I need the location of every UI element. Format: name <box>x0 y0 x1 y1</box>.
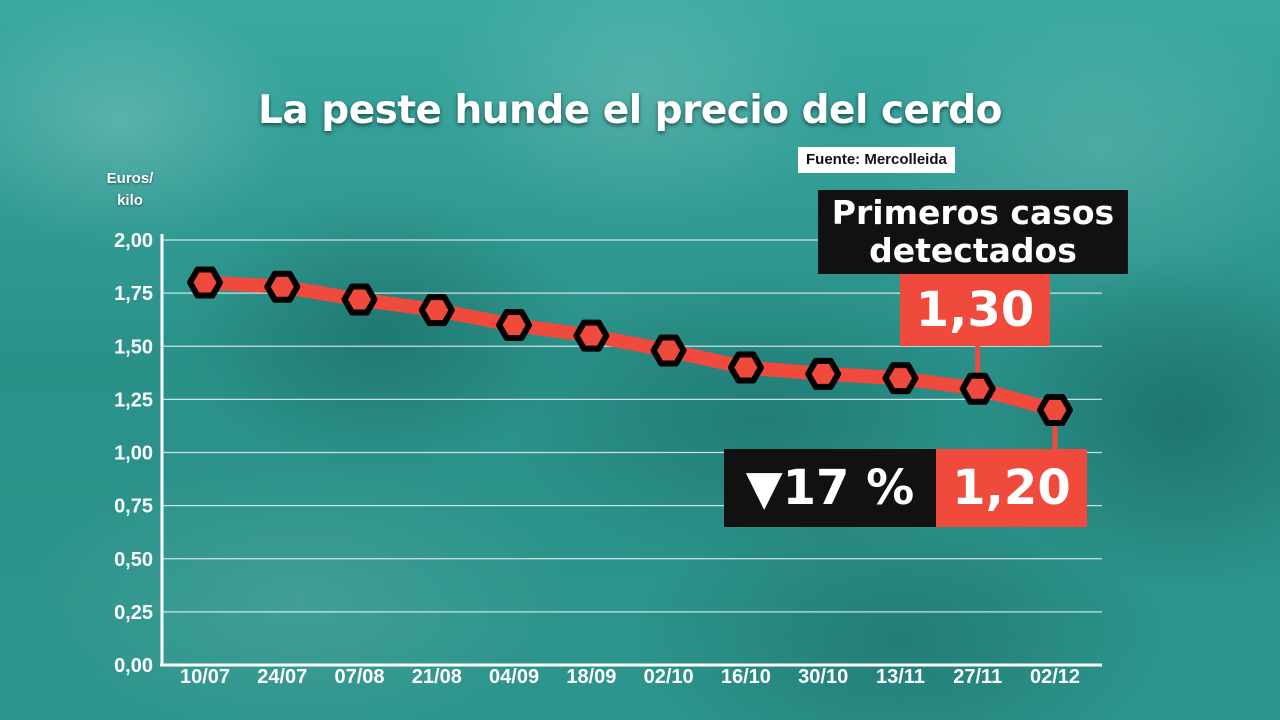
x-tick-label: 18/09 <box>566 666 616 688</box>
x-tick-labels: 10/07 24/07 07/08 21/08 04/09 18/09 02/10 16/10… <box>180 666 1080 688</box>
data-point-marker <box>1037 394 1073 426</box>
data-point-marker <box>573 319 610 352</box>
first-cases-line1: Primeros casos <box>831 193 1115 232</box>
data-point-marker <box>650 334 687 367</box>
x-tick-label: 30/10 <box>798 666 848 688</box>
data-point-marker <box>959 372 996 405</box>
x-tick-label: 24/07 <box>257 666 307 688</box>
y-tick-label: 1,50 <box>114 336 153 358</box>
x-tick-label: 07/08 <box>335 666 385 688</box>
y-tick-label: 0,50 <box>114 549 153 571</box>
data-point-marker <box>805 357 842 390</box>
x-tick-label: 02/12 <box>1030 666 1080 688</box>
x-tick-label: 21/08 <box>412 666 462 688</box>
data-markers <box>187 266 1073 426</box>
y-axis-unit: Euros/ kilo <box>92 168 168 212</box>
y-tick-labels: 0,00 0,25 0,50 0,75 1,00 1,25 1,50 1,75 2,00 <box>114 230 153 677</box>
x-tick-label: 16/10 <box>721 666 771 688</box>
y-tick-label: 1,00 <box>114 443 153 465</box>
chart-title: La peste hunde el precio del cerdo <box>258 88 1002 133</box>
y-tick-label: 1,25 <box>114 389 153 411</box>
y-tick-label: 1,75 <box>114 283 153 305</box>
data-point-marker <box>341 283 378 316</box>
y-tick-label: 0,25 <box>114 602 153 624</box>
x-tick-label: 10/07 <box>180 666 230 688</box>
data-point-marker <box>187 266 223 299</box>
y-tick-label: 2,00 <box>114 230 153 252</box>
first-cases-callout: Primeros casos detectados <box>818 190 1128 274</box>
data-point-marker <box>418 294 455 327</box>
data-point-marker <box>496 309 533 341</box>
last-value-label: 1,20 <box>936 449 1087 527</box>
data-point-marker <box>727 351 764 384</box>
source-label: Fuente: Mercolleida <box>798 147 955 173</box>
data-point-marker <box>264 270 301 303</box>
percent-change-label: ▼17 % <box>724 449 936 527</box>
y-tick-label: 0,75 <box>114 496 153 518</box>
y-tick-label: 0,00 <box>114 655 153 677</box>
y-axis-unit-line2: kilo <box>117 192 143 209</box>
first-cases-value-label: 1,30 <box>900 274 1050 346</box>
data-point-marker <box>882 362 919 395</box>
axes <box>160 234 1102 667</box>
x-tick-label: 02/10 <box>644 666 694 688</box>
first-cases-line2: detectados <box>869 231 1077 270</box>
x-tick-label: 27/11 <box>953 666 1002 688</box>
x-tick-label: 13/11 <box>876 666 925 688</box>
y-axis-unit-line1: Euros/ <box>106 170 154 187</box>
x-tick-label: 04/09 <box>489 666 539 688</box>
